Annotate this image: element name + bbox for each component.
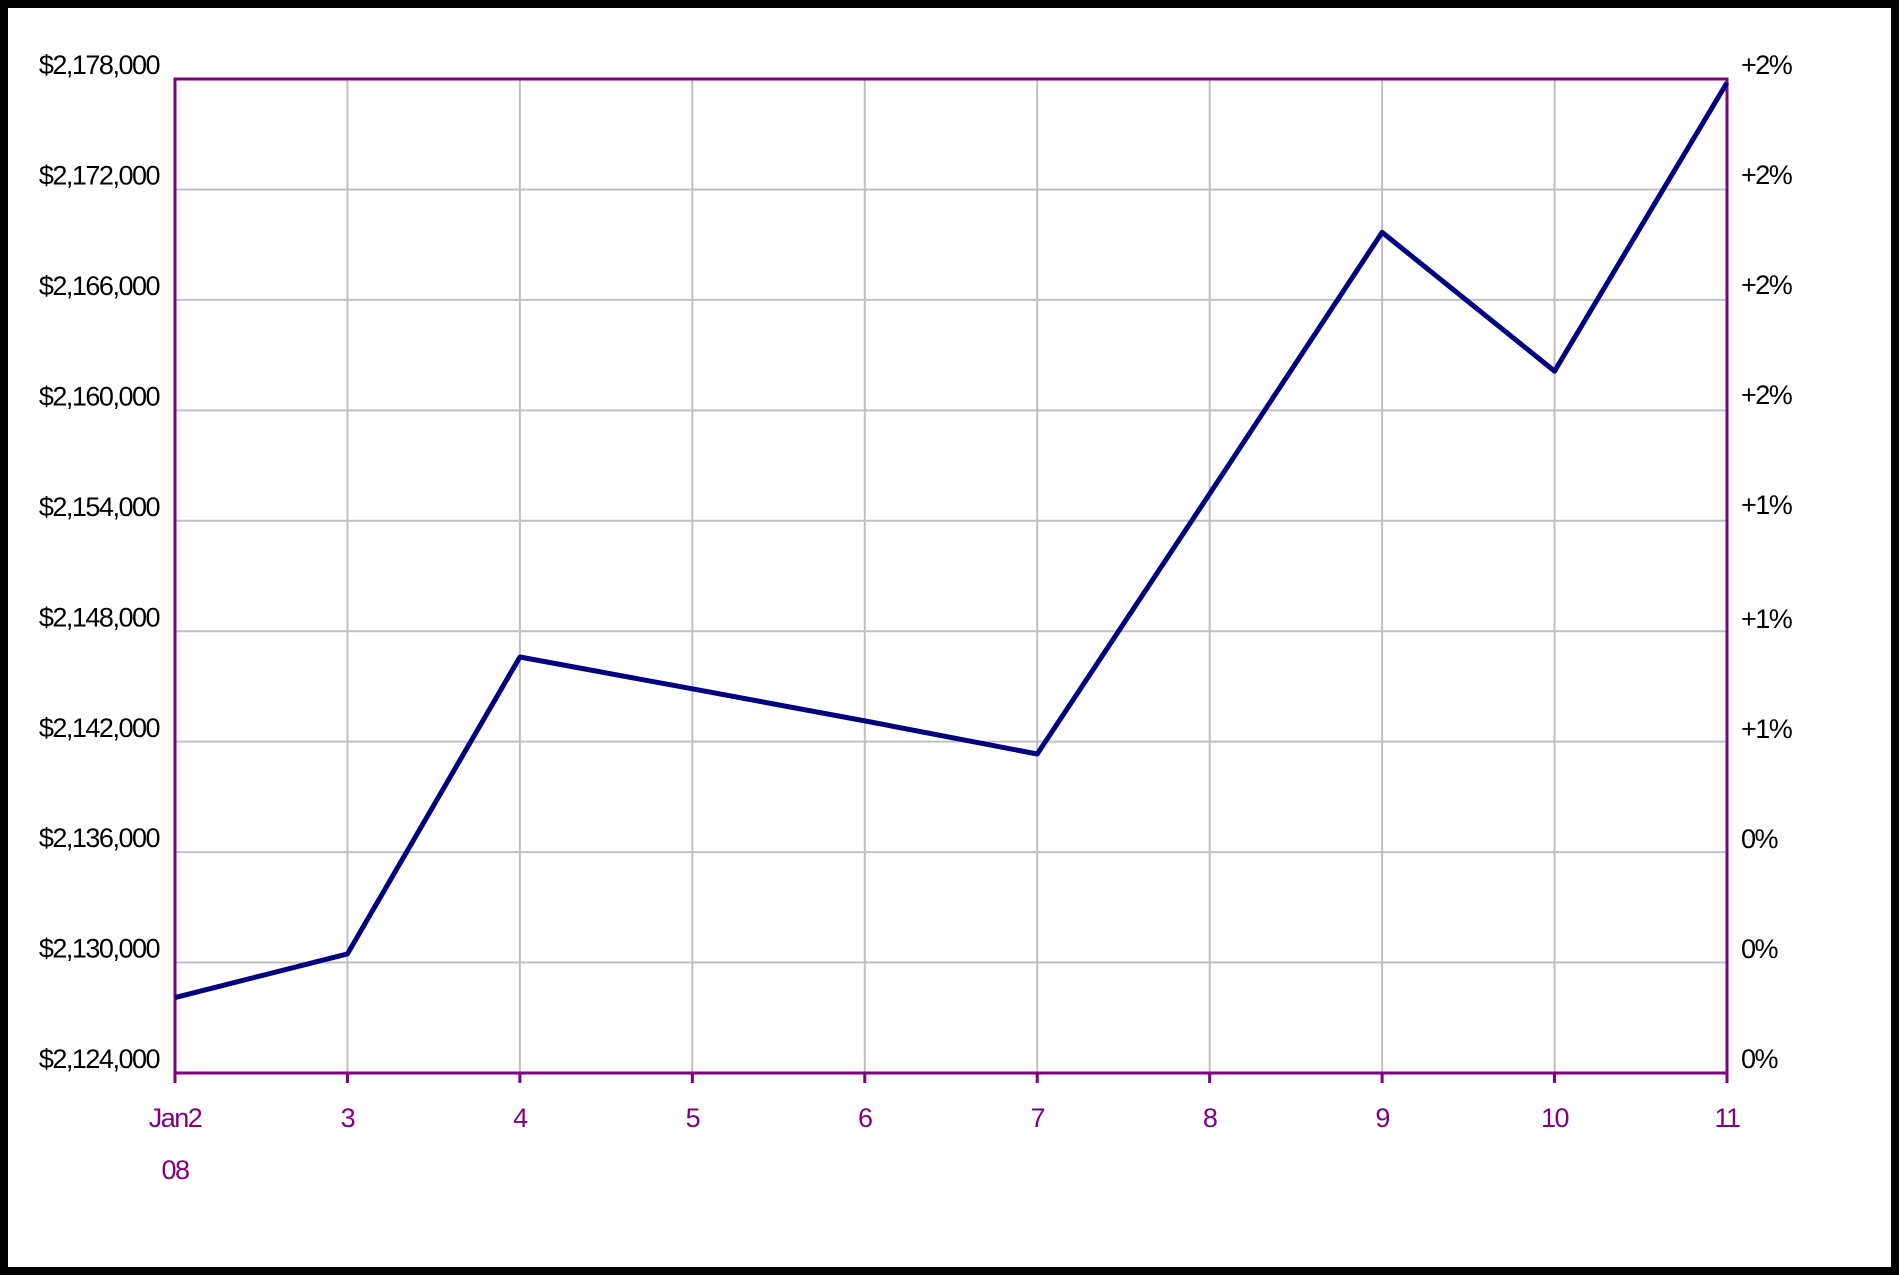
x-tick-label: 5 xyxy=(686,1103,700,1133)
y2-tick-label: +1% xyxy=(1741,714,1793,744)
x-tick-label: Jan2 08 xyxy=(149,1103,202,1185)
y-tick-label: $2,142,000 xyxy=(39,713,160,743)
y-tick-label: $2,172,000 xyxy=(39,161,160,191)
y2-tick-label: 0% xyxy=(1741,1044,1779,1074)
y2-tick-label: +2% xyxy=(1741,270,1793,300)
y-tick-label: $2,154,000 xyxy=(39,492,160,522)
y2-tick-label: +1% xyxy=(1741,490,1793,520)
y2-tick-label: +2% xyxy=(1741,380,1793,410)
y-tick-label: $2,130,000 xyxy=(39,934,160,964)
y2-tick-label: 0% xyxy=(1741,824,1779,854)
x-tick-label: 9 xyxy=(1375,1103,1389,1133)
plot-border xyxy=(173,77,1729,1075)
x-tick-label: 3 xyxy=(341,1103,355,1133)
line-series xyxy=(174,81,1730,1000)
x-tick-label: 6 xyxy=(858,1103,872,1133)
y2-tick-label: +2% xyxy=(1741,160,1793,190)
y-tick-label: $2,136,000 xyxy=(39,823,160,853)
y2-tick-label: +1% xyxy=(1741,604,1793,634)
y2-tick-label: 0% xyxy=(1741,934,1779,964)
x-tick-label: 10 xyxy=(1541,1103,1569,1133)
y-tick-label: $2,166,000 xyxy=(39,271,160,301)
y-tick-label: $2,124,000 xyxy=(39,1044,160,1074)
y-tick-label: $2,178,000 xyxy=(39,50,160,80)
x-tick-label: 8 xyxy=(1203,1103,1217,1133)
x-tick-label: 4 xyxy=(513,1103,528,1133)
x-tick-label: 7 xyxy=(1030,1103,1044,1133)
x-tick-label: 11 xyxy=(1714,1103,1740,1133)
y2-tick-label: +2% xyxy=(1741,50,1793,80)
y-tick-label: $2,160,000 xyxy=(39,381,160,411)
y-tick-label: $2,148,000 xyxy=(39,602,160,632)
